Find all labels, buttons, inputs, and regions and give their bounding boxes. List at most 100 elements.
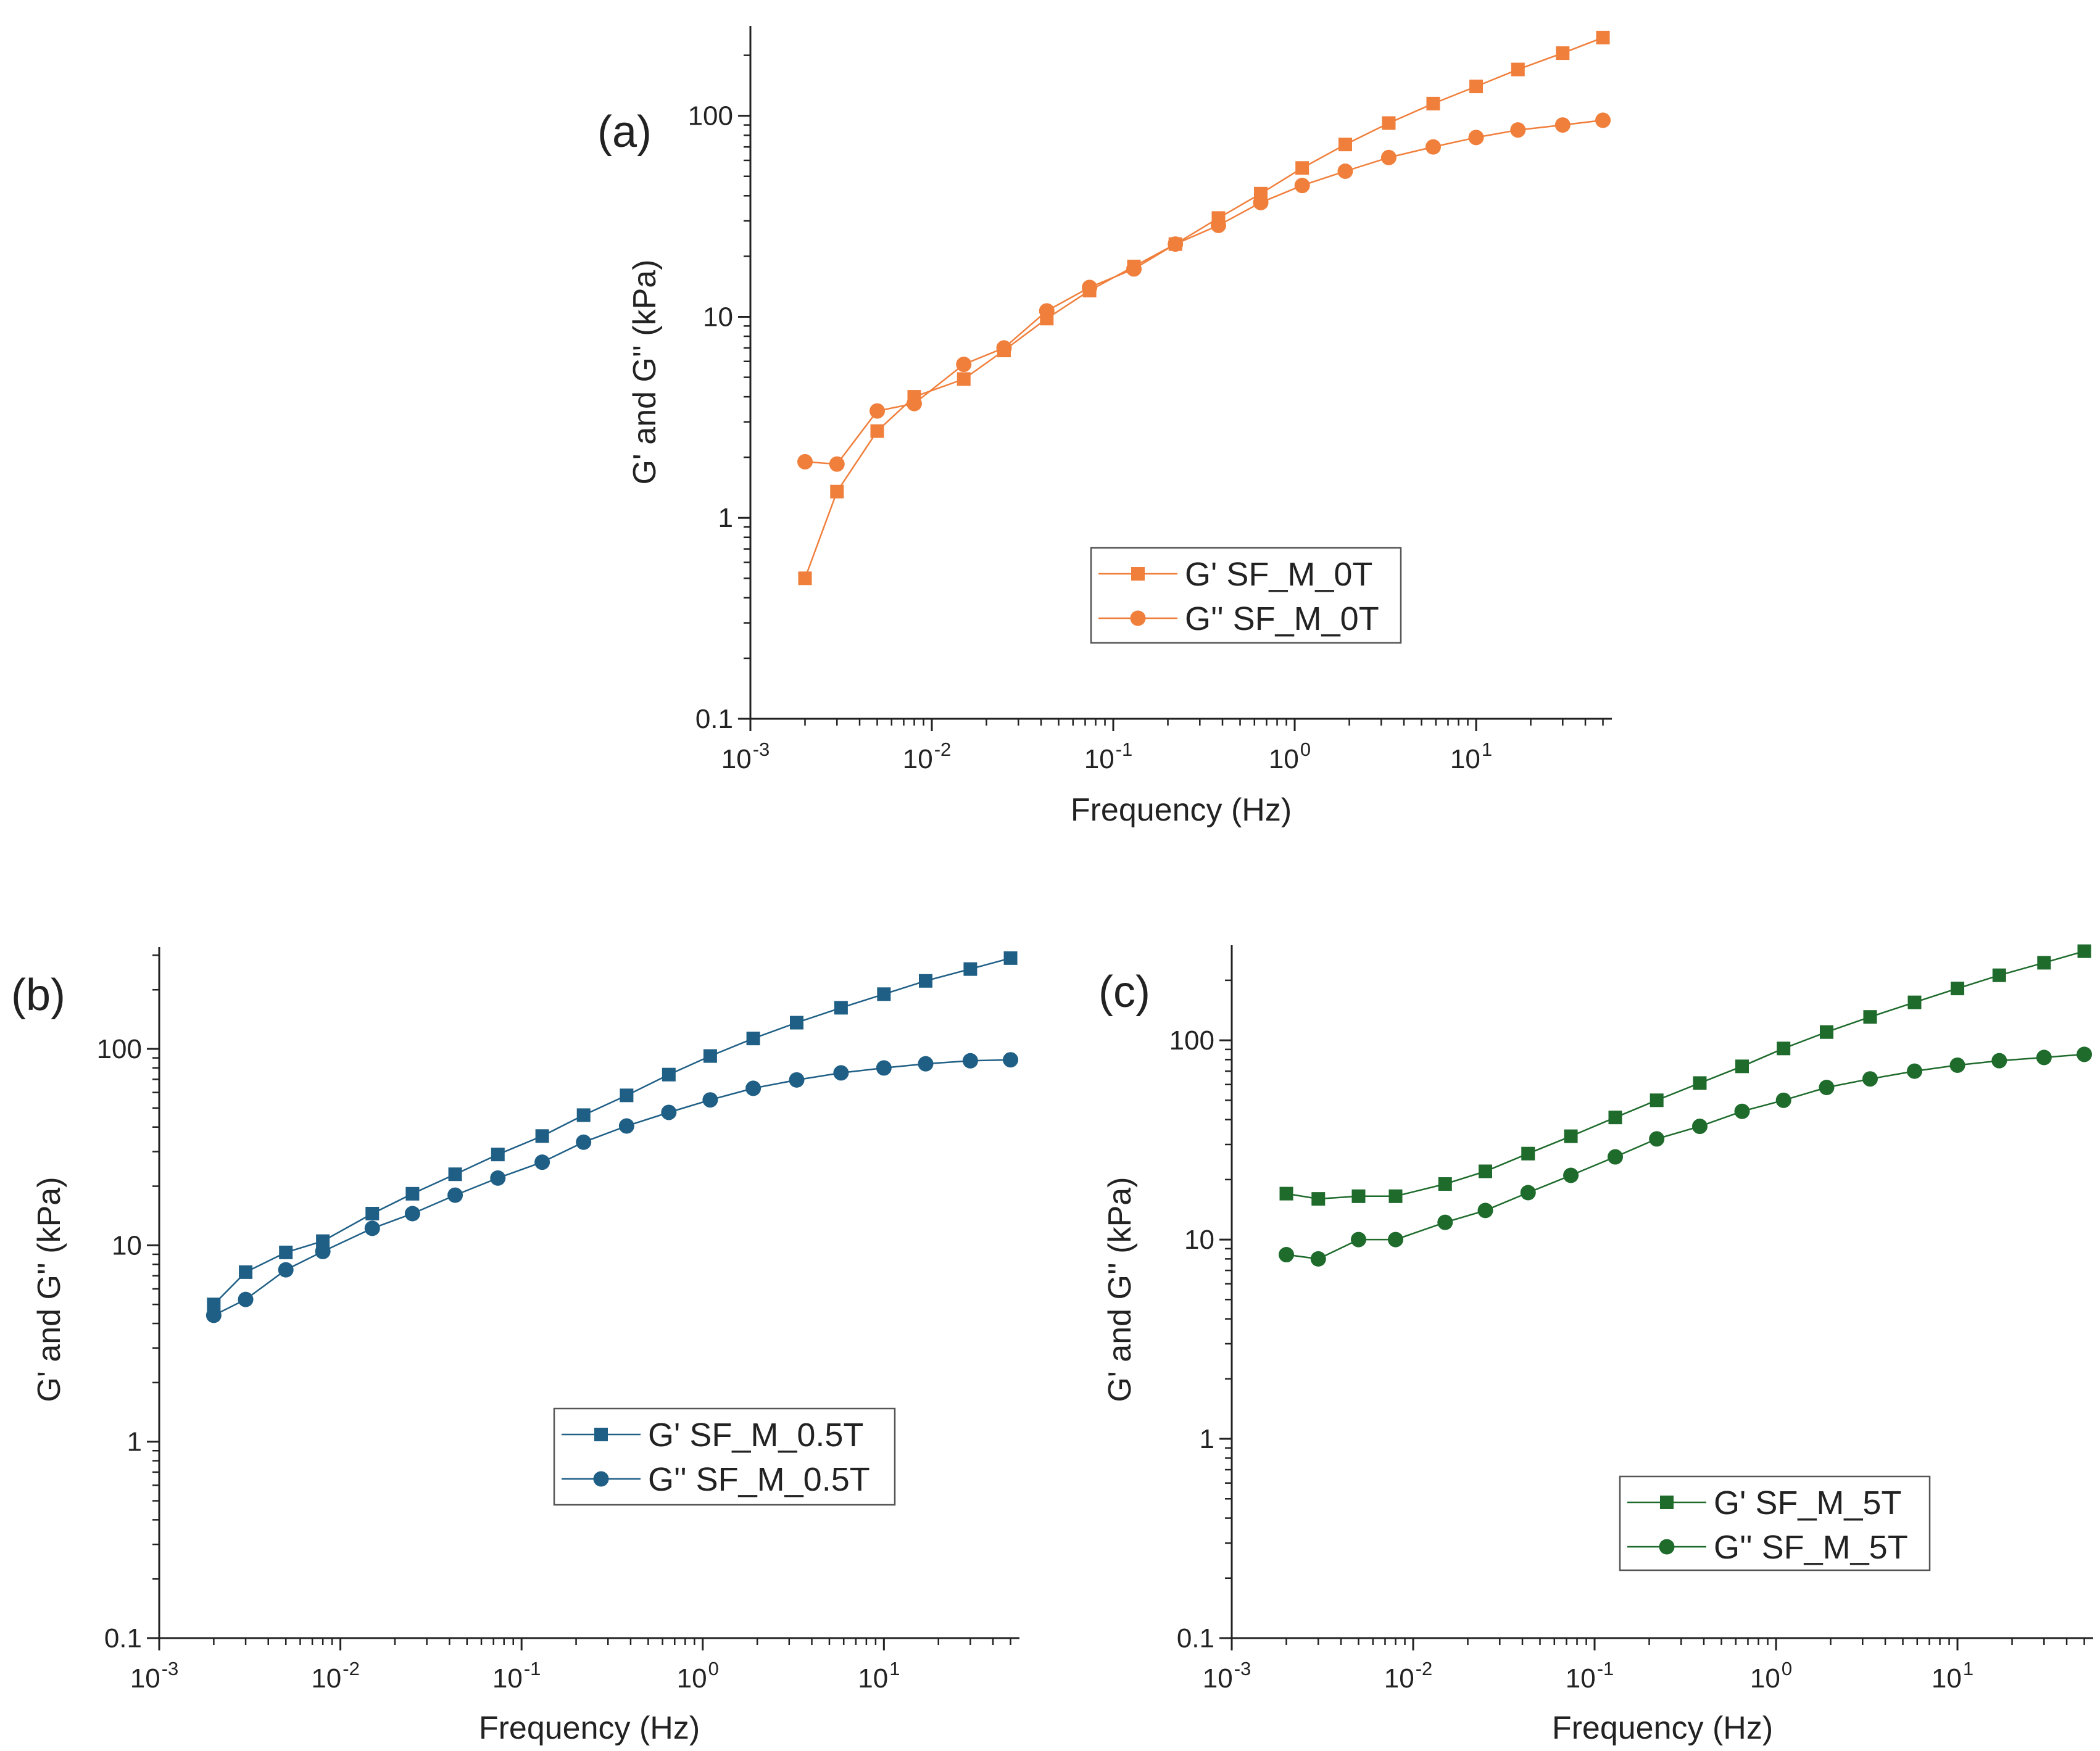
- data-point-square: [1819, 1025, 1833, 1039]
- y-tick-label: 10: [112, 1230, 142, 1260]
- data-point-square: [1295, 161, 1309, 175]
- data-point-square: [1777, 1041, 1791, 1056]
- data-point-circle: [1437, 1214, 1453, 1230]
- data-point-square: [1951, 982, 1965, 996]
- data-point-square: [576, 1108, 591, 1122]
- data-point-square: [1426, 96, 1440, 110]
- legend-label: G'' SF_M_0T: [1185, 600, 1379, 637]
- data-point-circle: [1380, 149, 1397, 165]
- data-point-circle: [1294, 178, 1310, 194]
- data-point-circle: [1082, 279, 1098, 296]
- legend-marker-square: [594, 1428, 608, 1441]
- data-point-circle: [1310, 1251, 1326, 1267]
- data-point-circle: [1351, 1231, 1367, 1248]
- data-point-circle: [797, 453, 813, 470]
- y-tick-label: 1: [1200, 1424, 1214, 1454]
- data-point-square: [279, 1245, 293, 1259]
- y-tick-label: 100: [97, 1034, 142, 1064]
- y-axis-title: G' and G'' (kPa): [627, 259, 663, 484]
- series-line-g-double-prime: [1286, 1053, 2085, 1260]
- data-point-square: [957, 372, 971, 386]
- data-point-square: [798, 571, 812, 586]
- y-tick-label: 0.1: [104, 1623, 142, 1654]
- data-point-circle: [315, 1243, 331, 1259]
- legend-marker-square: [1131, 567, 1145, 581]
- x-tick-label: 100: [677, 1658, 719, 1694]
- legend-box: [1090, 547, 1402, 644]
- x-tick-label: 10-1: [1566, 1658, 1614, 1694]
- data-point-square: [1596, 30, 1610, 44]
- data-point-circle: [490, 1170, 506, 1186]
- x-tick-label: 101: [1450, 739, 1492, 774]
- legend-label: G'' SF_M_5T: [1714, 1529, 1908, 1566]
- y-tick-label: 1: [718, 503, 733, 533]
- data-point-square: [830, 484, 844, 499]
- data-point-circle: [1649, 1131, 1665, 1147]
- data-point-square: [1556, 46, 1570, 60]
- data-point-square: [662, 1067, 676, 1082]
- data-point-square: [491, 1148, 505, 1162]
- y-axis-title: G' and G'' (kPa): [31, 1177, 67, 1402]
- y-tick-label: 0.1: [695, 704, 733, 734]
- data-point-circle: [1388, 1231, 1404, 1248]
- data-point-square: [703, 1049, 717, 1063]
- x-tick-label: 10-2: [1384, 1658, 1433, 1694]
- data-point-circle: [404, 1206, 420, 1222]
- data-point-square: [870, 424, 884, 438]
- legend-marker-circle: [1130, 610, 1146, 626]
- data-point-square: [620, 1088, 634, 1103]
- data-point-circle: [1595, 112, 1611, 128]
- x-axis-title: Frequency (Hz): [1071, 792, 1292, 828]
- data-point-square: [1469, 80, 1484, 94]
- data-point-circle: [1126, 261, 1142, 277]
- data-point-square: [918, 974, 932, 988]
- data-point-square: [535, 1129, 549, 1143]
- data-point-circle: [278, 1262, 294, 1278]
- x-tick-label: 101: [1932, 1658, 1973, 1694]
- data-point-circle: [1168, 236, 1184, 252]
- data-point-square: [1338, 138, 1352, 152]
- data-point-circle: [1039, 303, 1055, 319]
- data-point-square: [1511, 62, 1525, 77]
- data-point-circle: [1554, 117, 1571, 133]
- y-tick-label: 10: [703, 302, 733, 332]
- data-point-square: [877, 987, 891, 1001]
- x-axis-title: Frequency (Hz): [1552, 1710, 1773, 1746]
- x-tick-label: 10-3: [1203, 1658, 1251, 1694]
- data-point-square: [448, 1167, 462, 1182]
- data-point-circle: [1991, 1053, 2007, 1069]
- series-line-g-double-prime: [213, 1059, 1011, 1317]
- data-point-square: [239, 1265, 253, 1279]
- data-point-square: [834, 1001, 848, 1015]
- data-point-circle: [1691, 1119, 1708, 1135]
- data-point-circle: [1906, 1063, 1922, 1079]
- data-point-square: [789, 1016, 803, 1030]
- data-point-circle: [1775, 1092, 1791, 1108]
- legend-label: G' SF_M_0T: [1185, 556, 1372, 593]
- data-point-circle: [1253, 194, 1269, 210]
- x-tick-label: 101: [858, 1658, 900, 1694]
- data-point-circle: [956, 357, 972, 373]
- data-point-square: [207, 1298, 221, 1312]
- series-line-g-double-prime: [805, 119, 1603, 465]
- legend: G' SF_M_5T G'' SF_M_5T: [1619, 1475, 1931, 1571]
- x-tick-label: 10-2: [311, 1658, 360, 1694]
- chart-panel-a: 10-3 10-2 10-1 100 101 0.1 1 10 100 Frequency (Hz…: [597, 26, 1612, 828]
- data-point-square: [1564, 1129, 1578, 1143]
- data-point-circle: [1468, 130, 1484, 146]
- data-point-circle: [996, 340, 1012, 356]
- chart-panel-c: 10-3 10-2 10-1 100 101 0.1 1 10 100 Frequency (Hz…: [1098, 944, 2093, 1746]
- data-point-circle: [618, 1118, 634, 1134]
- legend: G' SF_M_0.5T G'' SF_M_0.5T: [553, 1407, 896, 1506]
- legend-label: G' SF_M_5T: [1714, 1484, 1901, 1521]
- panel-label: (a): [597, 107, 652, 157]
- data-point-square: [1003, 951, 1018, 965]
- data-point-circle: [869, 403, 886, 419]
- data-point-square: [1351, 1189, 1366, 1203]
- x-tick-label: 10-1: [1084, 739, 1133, 774]
- legend-box: [1619, 1475, 1931, 1571]
- data-point-circle: [1520, 1185, 1536, 1201]
- data-point-circle: [745, 1080, 762, 1096]
- data-point-circle: [205, 1307, 222, 1323]
